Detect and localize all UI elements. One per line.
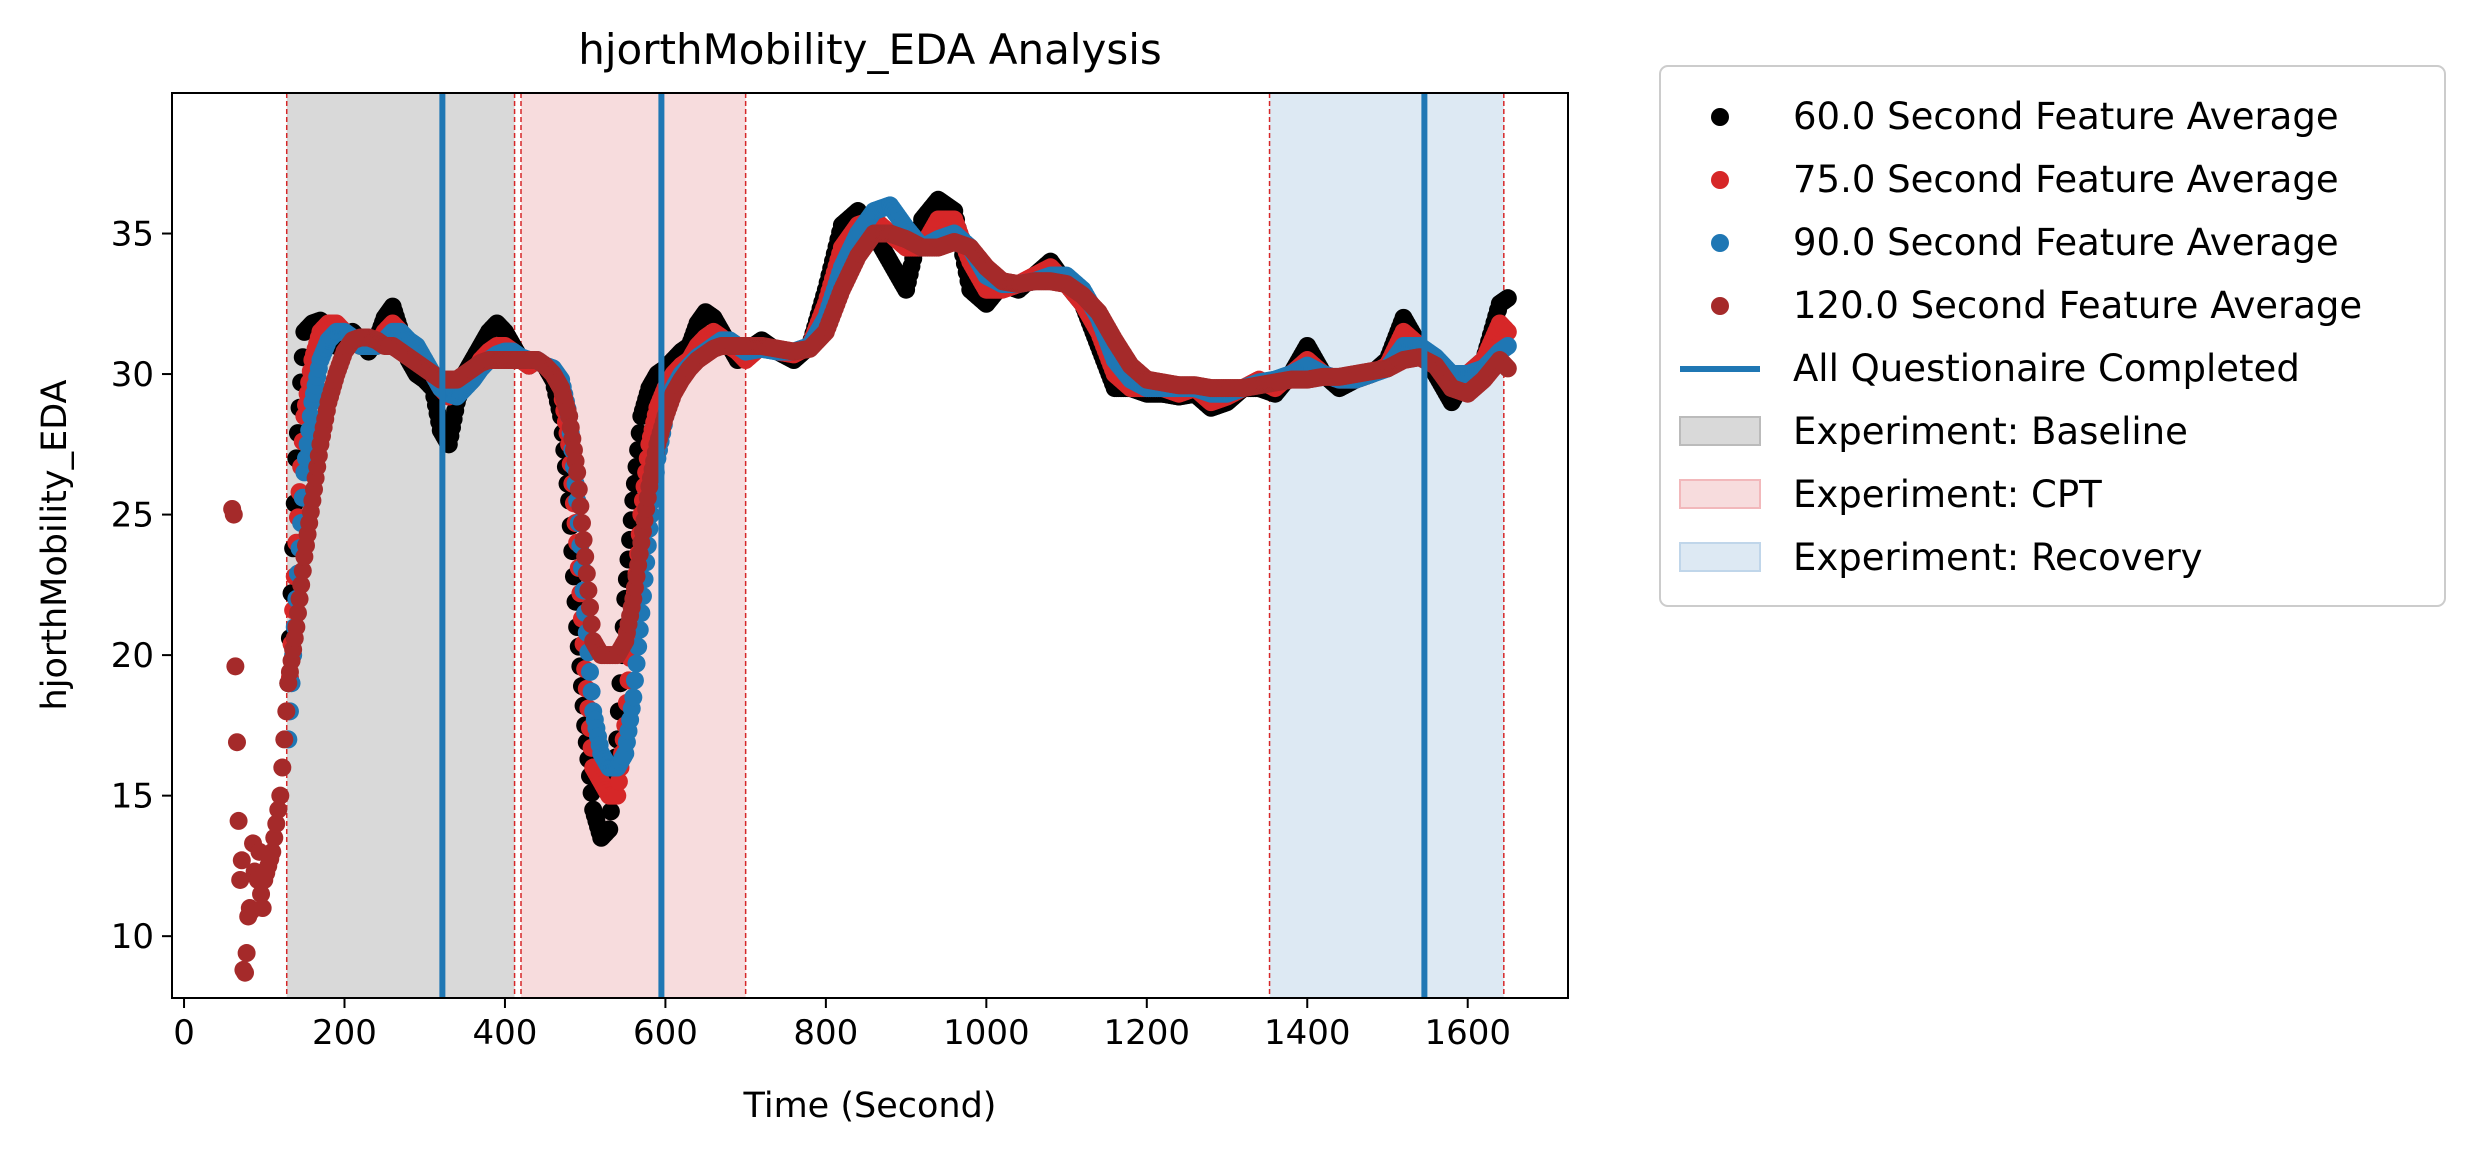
x-axis: 0 200 400 600 800 1000 1200 1400 1600 bbox=[173, 998, 1511, 1053]
y-axis-label: hjorthMobility_EDA bbox=[35, 379, 75, 710]
legend-label: 90.0 Second Feature Average bbox=[1793, 221, 2339, 264]
data-point bbox=[288, 603, 307, 622]
x-tick-label: 600 bbox=[633, 1013, 698, 1053]
data-point bbox=[298, 435, 317, 454]
data-point bbox=[625, 671, 644, 690]
data-point bbox=[582, 682, 601, 701]
data-point bbox=[1498, 336, 1517, 355]
data-point bbox=[237, 944, 256, 963]
data-point bbox=[301, 407, 320, 426]
data-point bbox=[293, 561, 312, 580]
y-tick-label: 10 bbox=[111, 917, 154, 957]
data-point bbox=[263, 842, 282, 861]
x-axis-label: Time (Second) bbox=[743, 1086, 997, 1126]
x-tick-label: 1600 bbox=[1424, 1013, 1511, 1053]
x-tick-label: 1200 bbox=[1104, 1013, 1191, 1053]
y-tick-label: 25 bbox=[111, 496, 154, 536]
data-point bbox=[292, 575, 311, 594]
data-point bbox=[252, 885, 271, 904]
data-point bbox=[229, 811, 248, 830]
data-point bbox=[227, 733, 246, 752]
legend-label: All Questionaire Completed bbox=[1793, 347, 2300, 390]
data-point bbox=[608, 786, 627, 805]
legend-label: Experiment: Baseline bbox=[1793, 410, 2188, 453]
data-point bbox=[224, 505, 243, 524]
data-point bbox=[267, 814, 286, 833]
chart-title: hjorthMobility_EDA Analysis bbox=[578, 25, 1162, 74]
data-point bbox=[569, 480, 588, 499]
data-point bbox=[568, 463, 587, 482]
data-point bbox=[580, 598, 599, 617]
legend-marker bbox=[1711, 297, 1729, 315]
data-point bbox=[265, 828, 284, 847]
data-point bbox=[232, 851, 251, 870]
data-point bbox=[627, 654, 646, 673]
data-point bbox=[577, 564, 596, 583]
legend-span-marker bbox=[1679, 479, 1761, 509]
data-point bbox=[609, 772, 628, 791]
data-point bbox=[231, 870, 250, 889]
legend: 60.0 Second Feature Average 75.0 Second F… bbox=[1659, 65, 2446, 607]
span-experiment-baseline bbox=[286, 93, 515, 998]
legend-label: 60.0 Second Feature Average bbox=[1793, 95, 2339, 138]
data-point bbox=[601, 802, 620, 821]
x-tick-label: 200 bbox=[312, 1013, 377, 1053]
data-point bbox=[572, 514, 591, 533]
data-point bbox=[600, 820, 619, 839]
data-point bbox=[253, 899, 272, 918]
x-tick-label: 400 bbox=[473, 1013, 538, 1053]
y-tick-label: 30 bbox=[111, 355, 154, 395]
data-point bbox=[580, 662, 599, 681]
data-point bbox=[576, 547, 595, 566]
series-120-0-second-feature-average bbox=[223, 224, 1517, 982]
legend-box bbox=[1659, 65, 2446, 607]
data-point bbox=[271, 786, 290, 805]
data-point bbox=[1498, 289, 1517, 308]
span-experiment-recovery bbox=[1269, 93, 1504, 998]
legend-label: 120.0 Second Feature Average bbox=[1793, 284, 2362, 327]
legend-span-marker bbox=[1679, 542, 1761, 572]
data-point bbox=[574, 530, 593, 549]
data-point bbox=[571, 497, 590, 516]
data-point bbox=[624, 688, 643, 707]
legend-span-marker bbox=[1679, 416, 1761, 446]
y-tick-label: 20 bbox=[111, 636, 154, 676]
data-point bbox=[269, 800, 288, 819]
legend-label: 75.0 Second Feature Average bbox=[1793, 158, 2339, 201]
plot-frame bbox=[171, 92, 1569, 999]
x-tick-label: 0 bbox=[173, 1013, 195, 1053]
data-point bbox=[277, 702, 296, 721]
legend-marker bbox=[1711, 171, 1729, 189]
y-axis: 10 15 20 25 30 35 bbox=[111, 215, 172, 957]
data-point bbox=[275, 730, 294, 749]
legend-marker bbox=[1711, 234, 1729, 252]
data-point bbox=[273, 758, 292, 777]
x-tick-label: 1400 bbox=[1264, 1013, 1351, 1053]
legend-label: Experiment: CPT bbox=[1793, 473, 2102, 516]
data-point bbox=[1498, 359, 1517, 378]
x-tick-label: 800 bbox=[793, 1013, 858, 1053]
data-series bbox=[223, 190, 1517, 982]
y-tick-label: 15 bbox=[111, 777, 154, 817]
data-point bbox=[236, 963, 255, 982]
data-point bbox=[582, 615, 601, 634]
data-point bbox=[290, 589, 309, 608]
questionnaire-lines bbox=[439, 93, 1428, 998]
x-tick-label: 1000 bbox=[943, 1013, 1030, 1053]
data-point bbox=[579, 581, 598, 600]
data-point bbox=[226, 657, 245, 676]
legend-label: Experiment: Recovery bbox=[1793, 536, 2203, 579]
y-tick-label: 35 bbox=[111, 215, 154, 255]
legend-marker bbox=[1711, 108, 1729, 126]
data-point bbox=[1498, 322, 1517, 341]
data-point bbox=[287, 618, 306, 637]
